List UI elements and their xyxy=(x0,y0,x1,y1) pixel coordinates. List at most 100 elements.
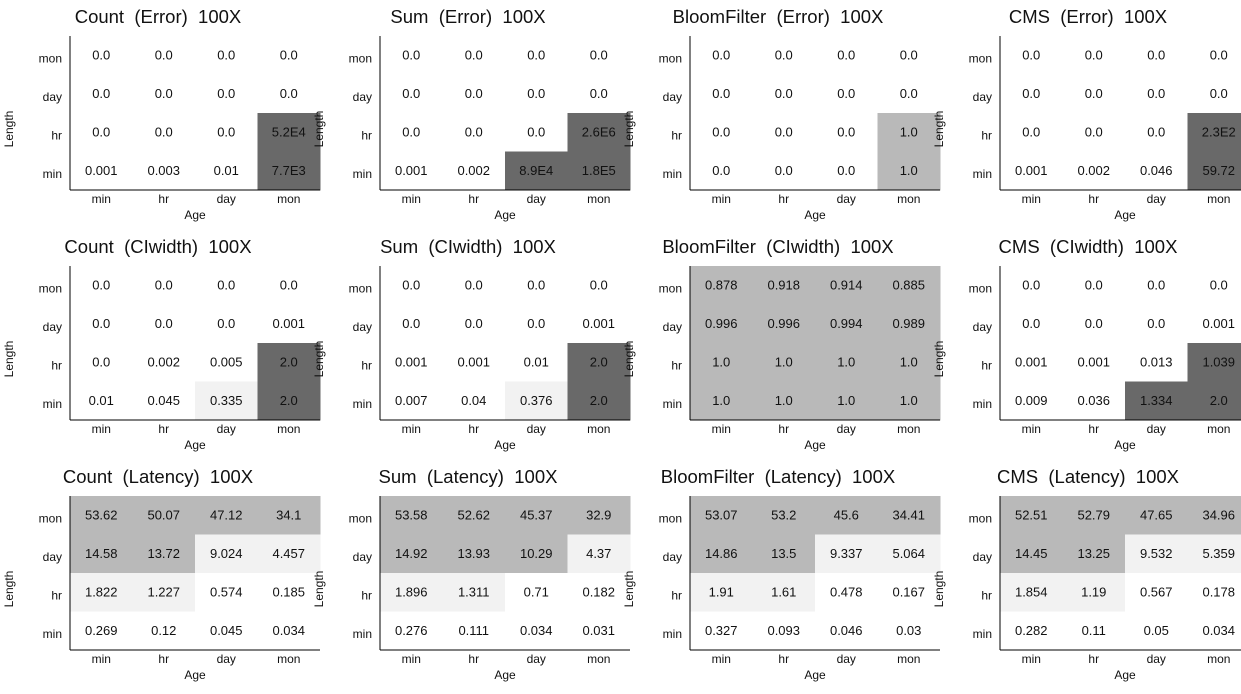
x-tick-label: mon xyxy=(897,652,920,666)
cell-value-label: 0.0 xyxy=(527,86,545,101)
y-tick-label: hr xyxy=(51,128,62,142)
cell-value-label: 0.0 xyxy=(712,163,730,178)
panel-title: BloomFilter (Latency) 100X xyxy=(660,466,896,487)
y-tick-label: mon xyxy=(349,51,372,65)
heatmap-cell xyxy=(505,36,568,75)
heatmap-cell xyxy=(690,266,753,305)
cell-value-label: 0.0 xyxy=(900,86,918,101)
panel-title: Sum (Latency) 100X xyxy=(378,466,558,487)
heatmap-cell xyxy=(815,573,878,612)
heatmap-cell xyxy=(1062,266,1126,305)
heatmap-cell xyxy=(505,266,568,305)
y-tick-label: day xyxy=(663,90,682,104)
y-tick-label: min xyxy=(43,167,62,181)
heatmap-cell xyxy=(1062,113,1126,152)
cell-value-label: 53.62 xyxy=(85,508,118,523)
x-tick-label: mon xyxy=(587,192,610,206)
heatmap-cell xyxy=(1187,266,1241,305)
panel-title: CMS (Error) 100X xyxy=(1008,6,1168,27)
cell-value-label: 9.024 xyxy=(210,546,243,561)
cell-value-label: 0.0 xyxy=(217,86,235,101)
heatmap-cell xyxy=(1125,74,1188,114)
cell-value-label: 0.0 xyxy=(280,48,298,63)
heatmap-cell xyxy=(70,343,133,382)
x-tick-label: day xyxy=(837,422,856,436)
cell-value-label: 0.0 xyxy=(1210,48,1228,63)
y-tick-label: hr xyxy=(981,588,992,602)
cell-value-label: 0.0 xyxy=(92,278,110,293)
heatmap-cell xyxy=(815,36,878,75)
cell-value-label: 0.335 xyxy=(210,393,243,408)
cell-value-label: 0.0 xyxy=(402,125,420,140)
heatmap-cell xyxy=(567,534,631,574)
heatmap-cell xyxy=(1187,74,1241,114)
heatmap-cell xyxy=(877,611,941,651)
heatmap-panel: Sum (Latency) 100X 53.58 52.62 45.37 32.9 14.… xyxy=(312,460,631,686)
cell-value-label: 0.0 xyxy=(465,48,483,63)
cell-value-label: 0.001 xyxy=(1202,316,1235,331)
cell-value-label: 0.001 xyxy=(395,163,428,178)
heatmap-cell xyxy=(815,381,878,421)
cell-value-label: 0.327 xyxy=(705,623,738,638)
cell-value-label: 0.046 xyxy=(830,623,863,638)
heatmap-cell xyxy=(752,113,816,152)
x-axis-label: Age xyxy=(494,668,516,682)
heatmap-cell xyxy=(70,266,133,305)
heatmap-cell xyxy=(567,496,631,535)
heatmap-cell xyxy=(442,496,506,535)
cell-value-label: 0.0 xyxy=(1147,125,1165,140)
cell-value-label: 9.532 xyxy=(1140,546,1173,561)
cell-value-label: 34.96 xyxy=(1202,508,1235,523)
cell-value-label: 1.61 xyxy=(771,585,796,600)
heatmap-cell xyxy=(132,304,196,344)
heatmap-cell xyxy=(70,381,133,421)
y-axis-label: Length xyxy=(2,340,16,378)
panel-title: CMS (CIwidth) 100X xyxy=(998,236,1178,257)
heatmap-cell xyxy=(257,74,321,114)
heatmap-cell xyxy=(442,381,506,421)
heatmap-cell xyxy=(1187,343,1241,382)
cell-value-label: 1.0 xyxy=(775,355,793,370)
x-tick-label: day xyxy=(1147,192,1166,206)
cell-value-label: 0.034 xyxy=(1202,623,1235,638)
x-axis-label: Age xyxy=(804,208,826,222)
y-tick-label: hr xyxy=(51,358,62,372)
x-tick-label: hr xyxy=(158,652,169,666)
heatmap-cell xyxy=(567,343,631,382)
panel-title: Sum (CIwidth) 100X xyxy=(380,236,556,257)
cell-value-label: 7.7E3 xyxy=(272,163,306,178)
heatmap-cell xyxy=(815,496,878,535)
x-tick-label: hr xyxy=(158,422,169,436)
y-tick-label: min xyxy=(973,627,992,641)
heatmap-cell xyxy=(442,534,506,574)
heatmap-cell xyxy=(1000,573,1063,612)
cell-value-label: 0.567 xyxy=(1140,585,1173,600)
cell-value-label: 0.01 xyxy=(214,163,239,178)
heatmap-panel: CMS (CIwidth) 100X 0.0 0.0 0.0 0.0 0.0 0.0 0.0 0… xyxy=(932,230,1241,456)
heatmap-cell xyxy=(1062,36,1126,75)
heatmap-cell xyxy=(815,266,878,305)
cell-value-label: 0.005 xyxy=(210,355,243,370)
y-tick-label: mon xyxy=(969,511,992,525)
cell-value-label: 14.45 xyxy=(1015,546,1048,561)
cell-value-label: 1.0 xyxy=(775,393,793,408)
panel-title: BloomFilter (CIwidth) 100X xyxy=(662,236,894,257)
y-tick-label: mon xyxy=(659,511,682,525)
cell-value-label: 47.65 xyxy=(1140,508,1173,523)
heatmap-panel: CMS (Latency) 100X 52.51 52.79 47.65 34.96 14… xyxy=(932,460,1241,686)
cell-value-label: 5.064 xyxy=(892,546,925,561)
x-tick-label: hr xyxy=(1088,652,1099,666)
cell-value-label: 32.9 xyxy=(586,508,611,523)
heatmap-plot: 52.51 52.79 47.65 34.96 14.45 13.25 9.532 5.359… xyxy=(969,496,1241,666)
heatmap-cell xyxy=(1187,36,1241,75)
cell-value-label: 0.0 xyxy=(465,86,483,101)
y-axis-label: Length xyxy=(2,110,16,148)
y-tick-label: hr xyxy=(671,128,682,142)
heatmap-cell xyxy=(195,36,258,75)
cell-value-label: 0.0 xyxy=(92,48,110,63)
y-tick-label: min xyxy=(43,397,62,411)
cell-value-label: 1.822 xyxy=(85,585,118,600)
cell-value-label: 0.996 xyxy=(705,316,738,331)
x-tick-label: min xyxy=(1022,422,1041,436)
x-tick-label: day xyxy=(837,652,856,666)
